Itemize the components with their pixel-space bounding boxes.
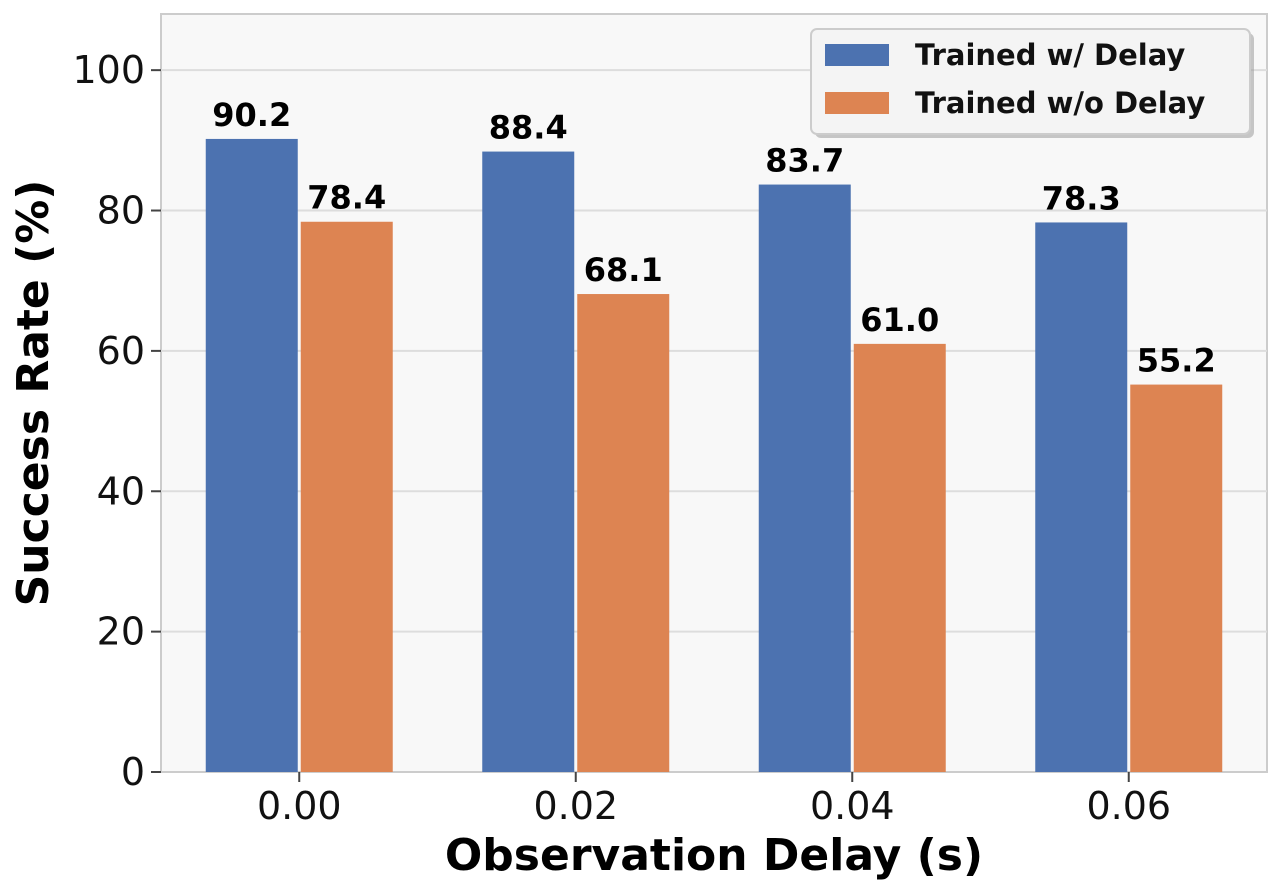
value-label-trained-with-delay: 88.4: [489, 109, 568, 147]
legend-label-trained-with-delay: Trained w/ Delay: [915, 38, 1185, 72]
legend-label-trained-without-delay: Trained w/o Delay: [915, 86, 1205, 120]
x-tick-label: 0.04: [810, 784, 895, 828]
x-tick-label: 0.06: [1086, 784, 1171, 828]
x-axis-title: Observation Delay (s): [445, 830, 983, 881]
bar-trained-without-delay: [577, 294, 670, 772]
x-tick-label: 0.02: [533, 784, 618, 828]
bar-trained-without-delay: [300, 221, 393, 772]
y-tick-label: 20: [97, 610, 145, 654]
value-label-trained-without-delay: 61.0: [860, 301, 939, 339]
legend-box: [810, 28, 1251, 135]
value-label-trained-without-delay: 78.4: [307, 179, 386, 217]
y-tick-label: 100: [72, 48, 145, 92]
value-label-trained-with-delay: 78.3: [1042, 179, 1121, 217]
legend: Trained w/ Delay Trained w/o Delay: [810, 28, 1254, 138]
bar-trained-with-delay: [1035, 222, 1128, 772]
bar-trained-with-delay: [205, 138, 298, 772]
legend-swatch-trained-with-delay: [825, 44, 889, 66]
bar-trained-with-delay: [482, 151, 575, 772]
bars: [205, 138, 1223, 773]
bar-trained-without-delay: [1130, 384, 1223, 772]
bar-trained-without-delay: [853, 343, 946, 772]
value-label-trained-without-delay: 68.1: [584, 251, 663, 289]
x-tick-label: 0.00: [257, 784, 342, 828]
y-tick-label: 40: [97, 469, 145, 513]
value-label-trained-with-delay: 90.2: [212, 96, 291, 134]
y-tick-label: 0: [121, 750, 145, 794]
bar-trained-with-delay: [758, 184, 851, 773]
bar-value-labels: 90.2 88.4 83.7 78.3 78.4 68.1 61.0 55.2: [212, 96, 1215, 380]
value-label-trained-without-delay: 55.2: [1137, 342, 1216, 380]
y-axis-title: Success Rate (%): [8, 180, 59, 607]
axis-ticks: 0 20 40 60 80 100 0.00 0.02 0.04 0.06: [72, 48, 1171, 828]
y-tick-label: 80: [97, 189, 145, 233]
legend-swatch-trained-without-delay: [825, 92, 889, 114]
y-tick-label: 60: [97, 329, 145, 373]
value-label-trained-with-delay: 83.7: [765, 142, 844, 180]
